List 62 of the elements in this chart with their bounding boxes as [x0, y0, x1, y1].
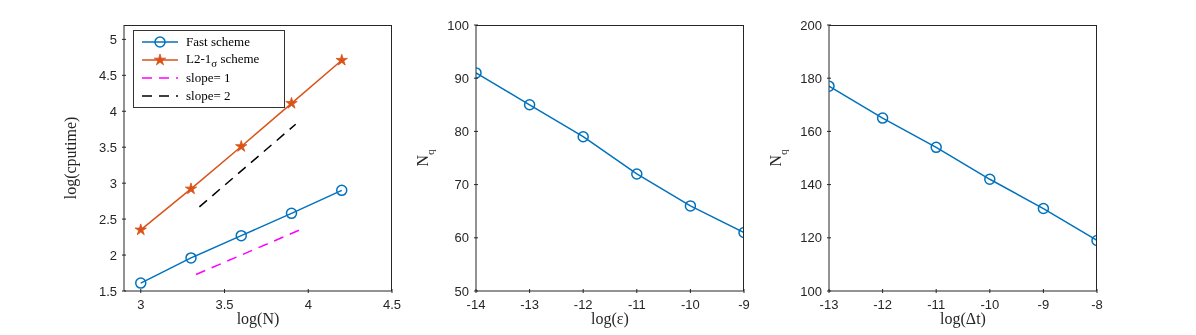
y-tick-label: 1.5	[98, 283, 117, 299]
y-tick-label: 100	[800, 283, 822, 299]
x-tick-label: -8	[1091, 297, 1103, 312]
point	[184, 182, 198, 195]
x-tick-label: 3	[137, 297, 145, 312]
y-tick-label: 50	[454, 283, 469, 299]
y-tick-label: 80	[454, 123, 469, 139]
y-tick-label: 4.5	[98, 67, 117, 83]
x-tick-label: -11	[927, 297, 946, 312]
y-tick-label: 120	[800, 230, 822, 246]
y-tick-label: 90	[454, 70, 469, 86]
x-tick-label: -13	[520, 297, 539, 312]
x-tick-label: -13	[819, 297, 839, 312]
point	[684, 200, 697, 212]
x-tick-label: -14	[466, 297, 486, 312]
x-tick-label: 4	[304, 297, 312, 312]
y-tick-label: 2	[109, 247, 117, 263]
point	[185, 252, 197, 264]
legend-label: slope= 1	[186, 70, 231, 86]
y-tick-label: 2.5	[98, 211, 117, 227]
y-tick-label: 100	[447, 17, 469, 33]
y-tick-label: 180	[800, 70, 822, 86]
y-tick-label: 200	[800, 17, 822, 33]
x-axis-title: log(N)	[236, 310, 280, 328]
x-tick-label: -12	[573, 297, 593, 312]
y-tick-label: 160	[800, 123, 822, 139]
x-tick-label: -9	[1037, 297, 1050, 312]
legend-label: L2-1$_{σ}$ scheme	[186, 51, 260, 69]
y-tick-label: 60	[454, 230, 469, 246]
y-tick-label: 5	[109, 31, 117, 47]
x-tick-label: -10	[681, 297, 700, 312]
point	[577, 130, 589, 143]
point	[876, 112, 889, 124]
legend-label: slope= 2	[186, 88, 231, 104]
point	[285, 96, 298, 109]
y-axis-title: log(cputime)	[62, 116, 80, 200]
x-tick-label: -12	[873, 297, 892, 312]
x-tick-label: 4.5	[382, 297, 402, 312]
point	[135, 277, 147, 289]
legend-label: Fast scheme	[186, 34, 250, 50]
x-tick-label: -9	[738, 297, 750, 312]
point	[930, 141, 942, 154]
x-tick-label: -10	[980, 297, 1000, 312]
point	[134, 223, 147, 236]
x-tick-label: 3.5	[215, 297, 234, 312]
point	[631, 168, 643, 180]
point	[335, 53, 348, 66]
y-tick-label: 3	[109, 175, 117, 191]
point	[523, 99, 536, 111]
point	[235, 140, 248, 152]
point	[984, 173, 996, 186]
x-tick-label: -11	[627, 297, 646, 312]
x-axis-title: log(ε)	[591, 310, 629, 328]
point	[235, 229, 247, 242]
point	[336, 184, 348, 197]
point	[285, 207, 298, 220]
y-tick-label: 140	[800, 177, 822, 193]
y-tick-label: 3.5	[98, 139, 117, 155]
point	[1037, 202, 1050, 215]
y-tick-label: 4	[109, 103, 117, 119]
y-tick-label: 70	[454, 177, 469, 193]
x-axis-title: log(Δt)	[940, 310, 986, 328]
